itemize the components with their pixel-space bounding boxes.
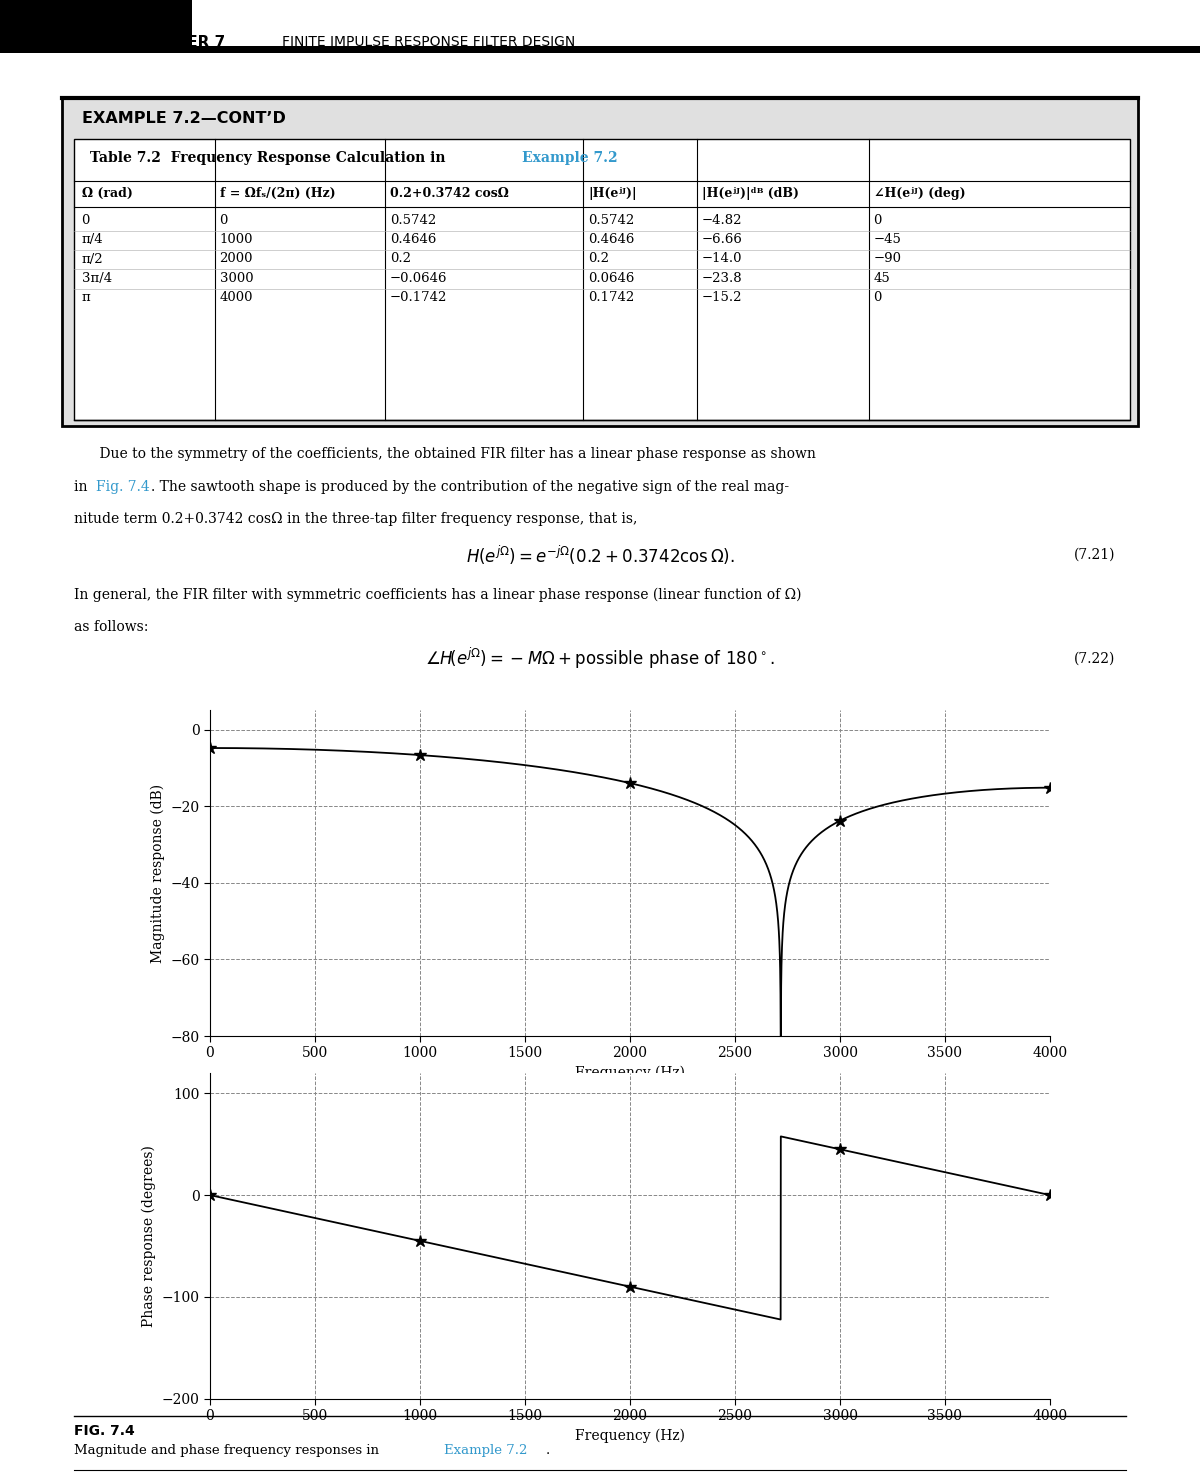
Text: 4000: 4000 [220,292,253,303]
Text: −0.1742: −0.1742 [390,292,448,303]
Text: ∠H(eʲᴶ) (deg): ∠H(eʲᴶ) (deg) [874,188,965,200]
Text: In general, the FIR filter with symmetric coefficients has a linear phase respon: In general, the FIR filter with symmetri… [74,588,802,602]
Text: CHAPTER 7: CHAPTER 7 [130,34,224,50]
Text: −4.82: −4.82 [702,215,743,226]
Text: 0.4646: 0.4646 [588,234,635,246]
Text: 1000: 1000 [220,234,253,246]
Text: 0.2: 0.2 [588,253,610,265]
Text: π/2: π/2 [82,253,103,265]
Text: EXAMPLE 7.2—CONT’D: EXAMPLE 7.2—CONT’D [82,111,286,126]
Text: −6.66: −6.66 [702,234,743,246]
Text: |H(eʲᴶ)|ᵈᴮ (dB): |H(eʲᴶ)|ᵈᴮ (dB) [702,188,799,200]
Text: π: π [82,292,90,303]
Text: −45: −45 [874,234,901,246]
Text: |H(eʲᴶ)|: |H(eʲᴶ)| [588,188,637,200]
Text: 0.5742: 0.5742 [588,215,635,226]
Text: (7.22): (7.22) [1074,651,1115,666]
Text: 0: 0 [874,292,882,303]
Text: Fig. 7.4: Fig. 7.4 [96,480,150,493]
Bar [0,50,1200,53]
Text: FIG. 7.4: FIG. 7.4 [74,1424,136,1439]
Text: Ω (rad): Ω (rad) [82,188,132,200]
Bar [62,98,1138,426]
Text: 2000: 2000 [220,253,253,265]
Y-axis label: Magnitude response (dB): Magnitude response (dB) [150,783,164,963]
Text: 0.2: 0.2 [390,253,410,265]
Text: 0.1742: 0.1742 [588,292,635,303]
Y-axis label: Phase response (degrees): Phase response (degrees) [142,1146,156,1326]
Text: 45: 45 [874,272,890,284]
Text: Due to the symmetry of the coefficients, the obtained FIR filter has a linear ph: Due to the symmetry of the coefficients,… [82,447,816,460]
Text: 0: 0 [82,215,90,226]
Text: 0.4646: 0.4646 [390,234,437,246]
Text: nitude term 0.2+0.3742 cosΩ in the three-tap filter frequency response, that is,: nitude term 0.2+0.3742 cosΩ in the three… [74,512,637,525]
Text: . The sawtooth shape is produced by the contribution of the negative sign of the: . The sawtooth shape is produced by the … [151,480,790,493]
Text: Magnitude and phase frequency responses in: Magnitude and phase frequency responses … [74,1444,384,1456]
Text: FINITE IMPULSE RESPONSE FILTER DESIGN: FINITE IMPULSE RESPONSE FILTER DESIGN [282,36,575,49]
Bar [74,139,1130,420]
Text: π/4: π/4 [82,234,103,246]
Text: Example 7.2: Example 7.2 [522,151,618,166]
Text: 0: 0 [874,215,882,226]
Text: 236: 236 [74,33,112,52]
Bar [0,0,1200,50]
X-axis label: Frequency (Hz): Frequency (Hz) [575,1066,685,1080]
X-axis label: Frequency (Hz): Frequency (Hz) [575,1428,685,1443]
Text: $H(e^{j\Omega}) = e^{-j\Omega}(0.2 + 0.3742\cos\Omega).$: $H(e^{j\Omega}) = e^{-j\Omega}(0.2 + 0.3… [466,543,734,567]
Text: 3π/4: 3π/4 [82,272,112,284]
Text: Example 7.2: Example 7.2 [444,1444,527,1456]
Text: .: . [546,1444,551,1456]
Text: −90: −90 [874,253,901,265]
Text: 0.5742: 0.5742 [390,215,437,226]
Text: −14.0: −14.0 [702,253,743,265]
Text: 3000: 3000 [220,272,253,284]
Text: 0: 0 [220,215,228,226]
Text: 0.2+0.3742 cosΩ: 0.2+0.3742 cosΩ [390,188,509,200]
Text: 0.0646: 0.0646 [588,272,635,284]
Text: (7.21): (7.21) [1074,548,1116,562]
Text: as follows:: as follows: [74,620,149,633]
Text: Table 7.2  Frequency Response Calculation in: Table 7.2 Frequency Response Calculation… [90,151,450,166]
Text: −23.8: −23.8 [702,272,743,284]
Text: −15.2: −15.2 [702,292,743,303]
Text: in: in [74,480,92,493]
Text: $\angle H\!\left(e^{j\Omega}\right) = -M\Omega + \mathrm{possible\ phase\ of\ }1: $\angle H\!\left(e^{j\Omega}\right) = -M… [425,645,775,672]
Bar [192,0,1200,46]
Text: −0.0646: −0.0646 [390,272,448,284]
Text: f = Ωfₛ/(2π) (Hz): f = Ωfₛ/(2π) (Hz) [220,188,335,200]
